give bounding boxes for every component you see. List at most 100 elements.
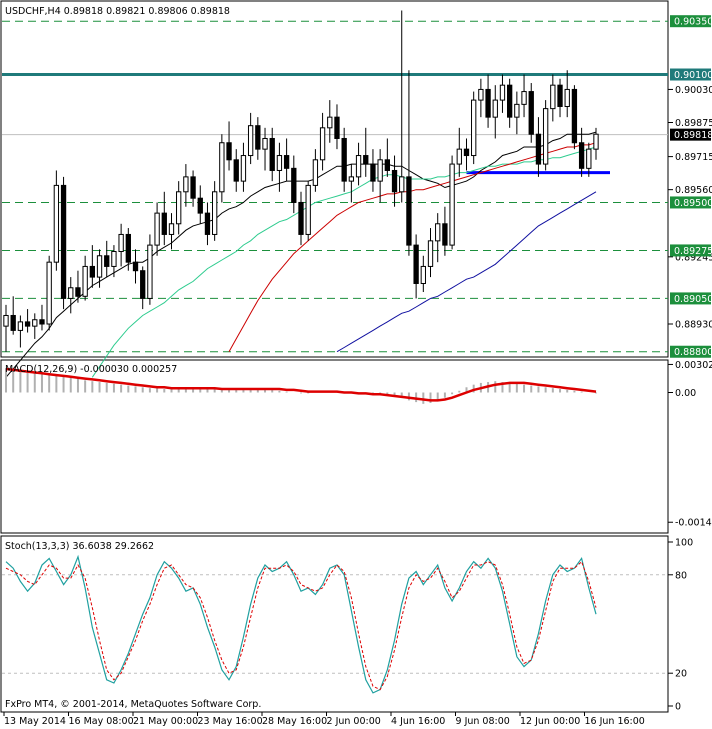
time-tick-label: 9 Jun 08:00 [456,716,510,727]
candle [334,104,340,150]
candle [471,91,477,165]
candle [291,155,297,214]
price-tick-label: 0.88930 [675,320,712,331]
candle [391,155,398,207]
level-tag-label: 0.89500 [674,198,712,209]
candle [226,121,232,171]
copyright-text: FxPro MT4, © 2001-2014, MetaQuotes Softw… [5,699,261,710]
time-tick-label: 4 Jun 16:00 [391,716,445,727]
candle [420,255,426,293]
candle [161,191,167,246]
candle [53,170,60,271]
level-tag-label: 0.89275 [674,246,712,257]
time-tick-label: 13 May 2014 [4,716,66,727]
macd-tick-label: -0.001484 [675,518,712,529]
candle [39,304,45,331]
candle [319,112,326,171]
macd-signal-line [5,367,597,402]
candle [427,228,434,278]
candle [535,117,542,177]
candle [276,142,283,192]
macd-histogram [5,367,597,404]
candle [435,213,441,263]
candle [521,74,527,118]
candle [312,149,319,192]
candle [68,277,74,314]
stoch-main-line [5,554,597,694]
candle [449,155,455,250]
candle [578,127,585,177]
candle [298,191,304,246]
macd-axis: 0.00302 0.00 -0.001484 [668,360,712,529]
candle [204,202,211,246]
candle [348,164,355,203]
candle [557,78,563,118]
level-tag-label: 0.88800 [674,347,712,358]
candle [478,78,484,118]
candle [571,85,578,150]
time-tick-label: 21 May 00:00 [133,716,198,727]
candle [255,117,261,160]
candle [355,142,362,186]
price-panel-frame [0,0,669,358]
candle [154,202,160,256]
stoch-axis: 100 80 20 0 [668,538,693,713]
candle [463,138,470,171]
stoch-tick-label: 100 [675,538,693,549]
candle [442,206,448,256]
candle [240,142,247,192]
price-axis: 0.90030 0.89875 0.89715 0.89560 0.89245 0.889… [668,15,712,358]
candle [104,240,110,278]
level-tag [670,15,711,28]
candle [528,83,534,143]
candle [262,127,268,171]
macd-title: MACD(12,26,9) -0.000030 0.000257 [5,364,177,375]
stoch-title: Stoch(13,3,3) 36.6038 29.2662 [5,541,154,552]
candle [140,266,146,310]
price-tick-label: 0.89875 [675,118,712,129]
price-tick-label: 0.89715 [675,152,712,163]
stochastic-lines [2,554,668,694]
candle [32,313,38,339]
level-tag [670,244,711,257]
candle [89,245,96,288]
candle [492,85,498,139]
resistance-tag [670,68,711,81]
candle [75,270,81,303]
candle [406,70,412,256]
ma-blue-line [336,191,597,353]
candles [3,10,599,352]
current-price-tag [670,128,711,141]
time-tick-label: 16 May 08:00 [69,716,134,727]
level-tag [670,345,711,358]
candle [46,255,52,331]
candle [96,249,103,288]
time-tick-label: 16 Jun 16:00 [585,716,645,727]
price-tick-label: 0.89560 [675,185,712,196]
level-tag-label: 0.89050 [674,294,712,305]
candle [327,100,333,143]
candle [197,185,203,224]
candle [564,70,570,118]
level-tag [670,196,711,209]
candle [147,234,153,305]
candle [190,170,196,207]
candle [10,296,16,335]
candle [413,234,419,299]
candle [550,74,556,122]
time-tick-label: 23 May 16:00 [198,716,263,727]
candle [341,127,347,192]
candle [219,134,225,203]
chart-title: USDCHF,H4 0.89818 0.89821 0.89806 0.8981… [5,6,230,17]
time-axis: 13 May 2014 16 May 08:00 21 May 00:00 23 Ma… [3,712,645,727]
candle [3,304,9,352]
candle [168,213,175,250]
macd-panel-frame [0,359,669,534]
candle [183,164,189,207]
stoch-tick-label: 80 [675,570,687,581]
candle [24,309,31,333]
level-tag [670,292,711,305]
candle [212,181,218,241]
price-level-lines [2,20,668,353]
candle [125,228,131,271]
